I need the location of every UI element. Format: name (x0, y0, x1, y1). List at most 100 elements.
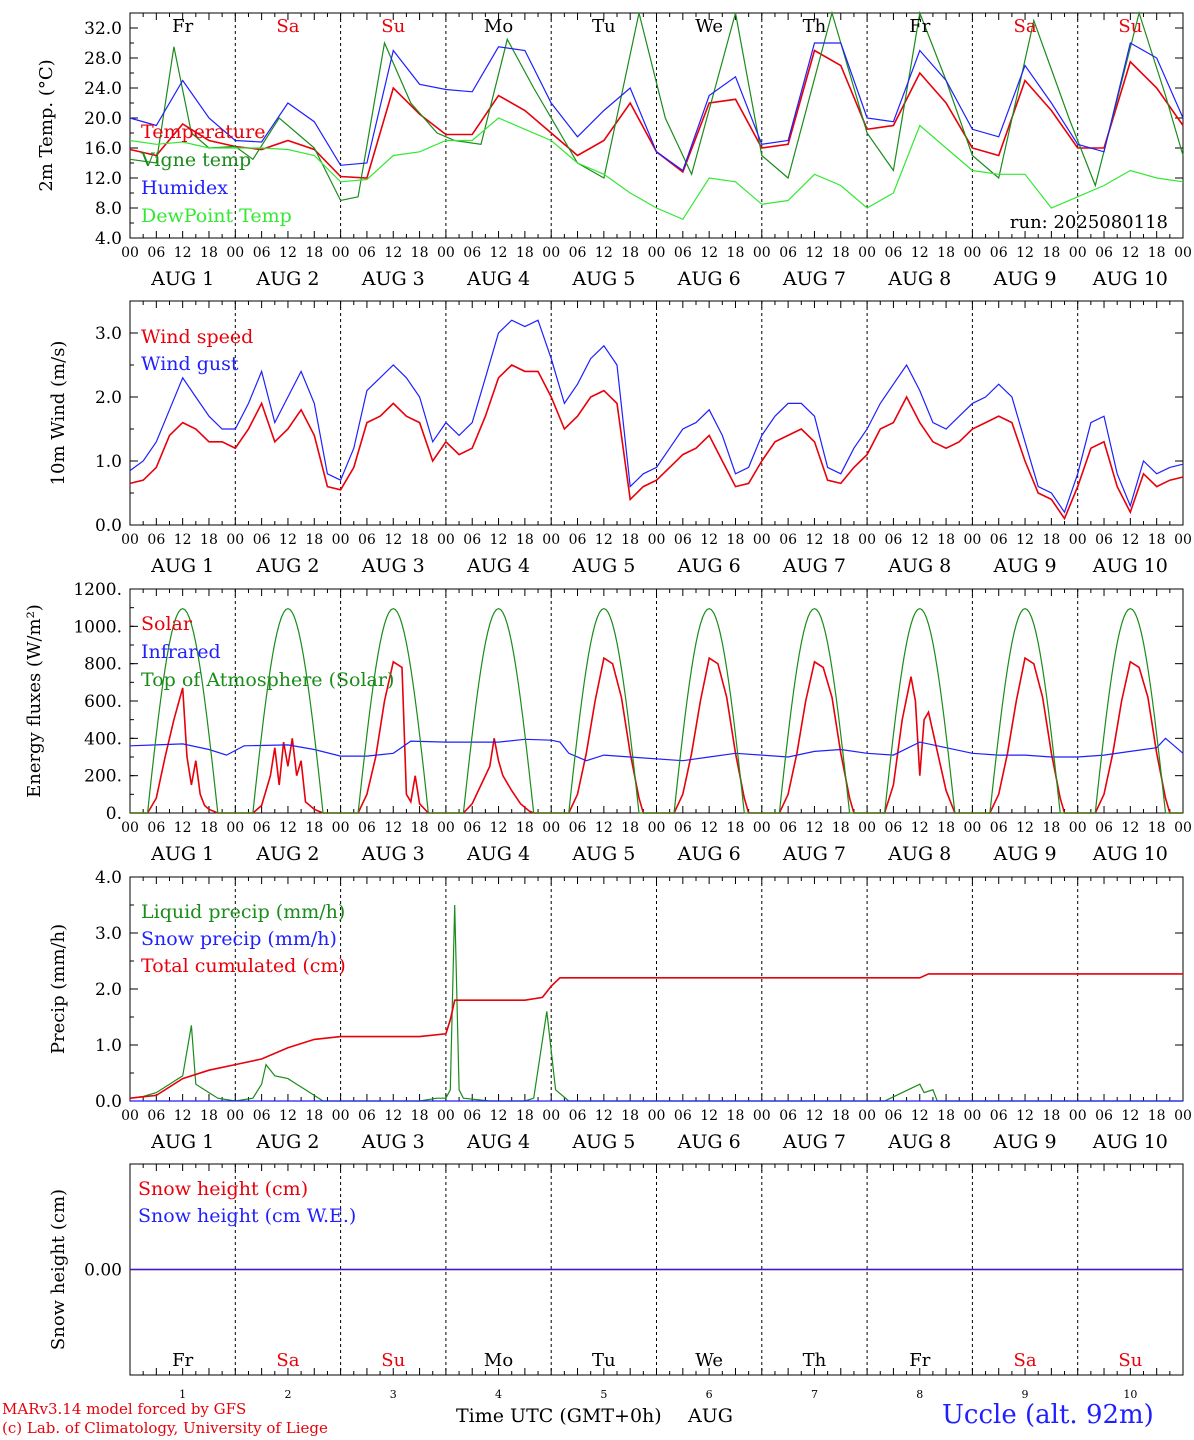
y-axis-label: Energy fluxes (W/m²) (24, 604, 45, 798)
legend-entry: Humidex (141, 177, 228, 199)
y-tick-label: 0.00 (84, 1261, 122, 1281)
hour-tick-label: 18 (832, 820, 850, 836)
hour-tick-label: 12 (384, 820, 402, 836)
y-tick-label: 1.0 (95, 1036, 122, 1056)
hour-tick-label: 18 (832, 532, 850, 548)
hour-tick-label: 18 (305, 245, 323, 261)
hour-tick-label: 06 (253, 532, 271, 548)
date-label: AUG 2 (255, 555, 319, 577)
hour-tick-label: 00 (542, 1108, 560, 1124)
time-axis-label: Time UTC (GMT+0h) (456, 1405, 662, 1427)
hour-tick-label: 06 (358, 820, 376, 836)
date-label: AUG 10 (1092, 268, 1168, 290)
hour-tick-label: 18 (516, 245, 534, 261)
y-tick-label: 3.0 (95, 324, 122, 344)
y-tick-label: 16.0 (84, 139, 122, 159)
y-tick-label: 28.0 (84, 49, 122, 69)
date-label: AUG 8 (887, 268, 951, 290)
series-line (129, 319, 1184, 514)
y-tick-label: 1.0 (95, 452, 122, 472)
legend-entry: Vigne temp (140, 149, 251, 171)
hour-tick-label: 00 (437, 532, 455, 548)
day-name-label: Mo (484, 1350, 513, 1371)
hour-tick-label: 00 (963, 820, 981, 836)
hour-tick-label: 12 (1121, 1108, 1139, 1124)
date-label: AUG 9 (993, 1131, 1057, 1153)
day-number-label: 9 (1022, 1388, 1029, 1401)
hour-tick-label: 00 (753, 245, 771, 261)
hour-tick-label: 06 (779, 245, 797, 261)
day-name-label: Fr (909, 16, 930, 37)
hour-tick-label: 06 (990, 245, 1008, 261)
day-name-label: Tu (592, 16, 616, 37)
y-tick-label: 800. (84, 655, 122, 675)
hour-tick-label: 18 (727, 532, 745, 548)
hour-tick-label: 06 (253, 820, 271, 836)
date-label: AUG 8 (887, 843, 951, 865)
hour-tick-label: 12 (1016, 1108, 1034, 1124)
hour-tick-label: 18 (832, 1108, 850, 1124)
lab-credit: (c) Lab. of Climatology, University of L… (2, 1419, 328, 1437)
hour-tick-label: 06 (990, 1108, 1008, 1124)
hour-tick-label: 00 (1174, 245, 1192, 261)
series-line (129, 973, 1183, 1099)
hour-tick-label: 12 (1121, 532, 1139, 548)
hour-tick-label: 00 (858, 245, 876, 261)
hour-tick-label: 00 (437, 1108, 455, 1124)
hour-tick-label: 06 (253, 245, 271, 261)
hour-tick-label: 18 (727, 1108, 745, 1124)
hour-tick-label: 18 (621, 820, 639, 836)
hour-tick-label: 06 (779, 532, 797, 548)
legend-entry: Wind gust (141, 353, 239, 375)
day-number-label: 4 (495, 1388, 502, 1401)
month-label: AUG (688, 1405, 733, 1427)
hour-tick-label: 12 (911, 820, 929, 836)
day-number-label: 10 (1123, 1388, 1137, 1401)
date-label: AUG 1 (150, 555, 214, 577)
hour-tick-label: 12 (279, 820, 297, 836)
day-name-label: Tu (592, 1350, 616, 1371)
date-label: AUG 8 (887, 1131, 951, 1153)
hour-tick-label: 18 (727, 245, 745, 261)
date-label: AUG 7 (782, 1131, 846, 1153)
hour-tick-label: 18 (1042, 820, 1060, 836)
date-label: AUG 4 (466, 555, 530, 577)
hour-tick-label: 12 (911, 245, 929, 261)
hour-tick-label: 06 (885, 820, 903, 836)
legend-entry: Temperature (141, 121, 265, 143)
day-name-label: Mo (484, 16, 513, 37)
y-axis-label: Precip (mm/h) (48, 924, 69, 1054)
panel-frame (129, 300, 1184, 526)
hour-tick-label: 18 (621, 532, 639, 548)
hour-tick-label: 18 (305, 532, 323, 548)
hour-tick-label: 18 (832, 245, 850, 261)
hour-tick-label: 00 (648, 1108, 666, 1124)
date-label: AUG 9 (993, 555, 1057, 577)
legend-entry: Infrared (141, 641, 221, 663)
panel-frame (129, 588, 1184, 814)
series-line (129, 42, 1184, 172)
hour-tick-label: 18 (411, 1108, 429, 1124)
hour-tick-label: 00 (226, 532, 244, 548)
hour-tick-label: 18 (411, 820, 429, 836)
hour-tick-label: 18 (200, 820, 218, 836)
hour-tick-label: 12 (279, 245, 297, 261)
date-label: AUG 5 (571, 1131, 635, 1153)
hour-tick-label: 12 (1121, 820, 1139, 836)
hour-tick-label: 06 (569, 532, 587, 548)
day-name-label: Sa (1014, 16, 1037, 37)
day-name-label: Su (1118, 16, 1142, 37)
legend-entry: Snow height (cm W.E.) (138, 1205, 356, 1227)
date-label: AUG 1 (150, 1131, 214, 1153)
day-name-label: Fr (172, 1350, 193, 1371)
y-tick-label: 8.0 (95, 199, 122, 219)
hour-tick-label: 12 (806, 532, 824, 548)
series-line (130, 656, 1183, 814)
hour-tick-label: 12 (490, 245, 508, 261)
y-tick-label: 20.0 (84, 109, 122, 129)
hour-tick-label: 18 (1148, 1108, 1166, 1124)
hour-tick-label: 00 (753, 820, 771, 836)
hour-tick-label: 18 (200, 245, 218, 261)
date-label: AUG 9 (993, 843, 1057, 865)
hour-tick-label: 18 (621, 1108, 639, 1124)
